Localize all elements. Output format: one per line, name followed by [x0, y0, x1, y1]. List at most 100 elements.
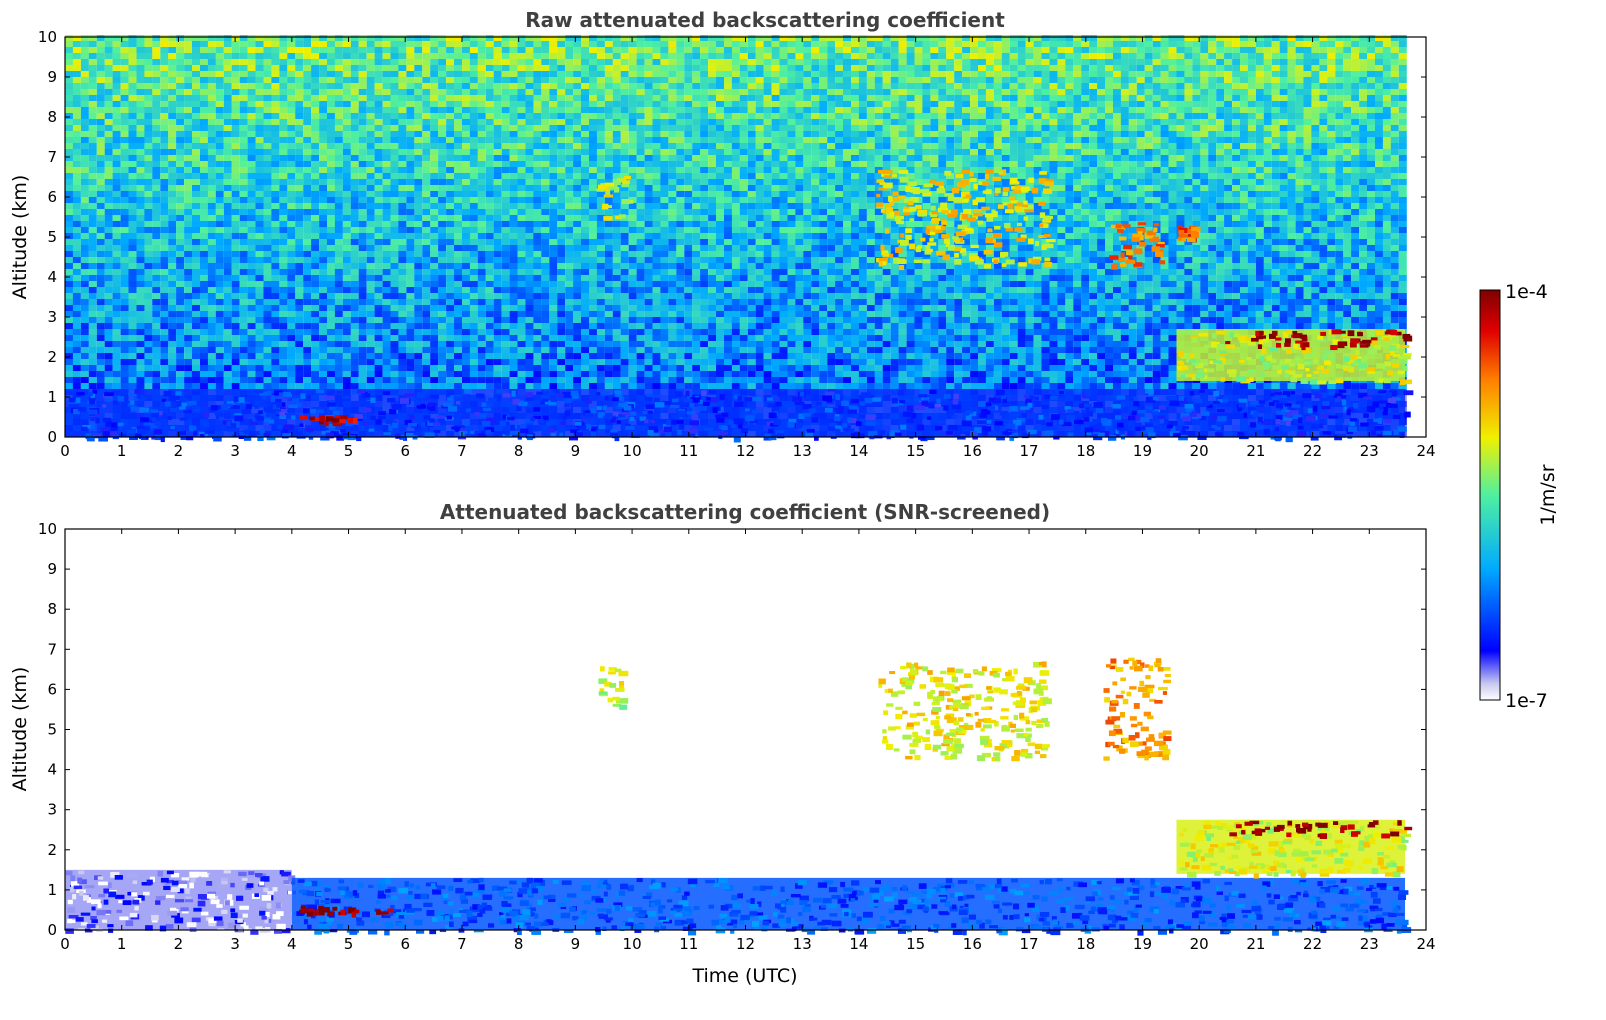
noise-cell — [636, 293, 645, 299]
noise-cell — [1390, 299, 1399, 305]
noise-cell — [763, 335, 772, 341]
noise-cell — [525, 323, 534, 329]
noise-cell — [422, 281, 431, 287]
noise-cell — [1009, 311, 1018, 317]
noise-cell — [1200, 299, 1209, 305]
noise-cell — [692, 383, 701, 389]
noise-cell — [779, 281, 788, 287]
noise-cell — [1160, 275, 1169, 281]
noise-cell — [1200, 293, 1209, 299]
noise-cell — [422, 257, 431, 263]
noise-cell — [374, 323, 383, 329]
noise-cell — [724, 371, 732, 377]
noise-cell — [1224, 299, 1233, 305]
noise-cell — [327, 269, 335, 275]
noise-cell — [1351, 383, 1360, 389]
noise-cell — [1025, 281, 1034, 287]
noise-cell — [422, 311, 431, 317]
noise-cell — [922, 341, 931, 347]
noise-cell — [596, 371, 605, 377]
noise-cell — [1152, 341, 1161, 347]
noise-cell — [374, 287, 383, 293]
noise-cell — [160, 275, 169, 281]
noise-cell — [1113, 365, 1121, 371]
noise-cell — [239, 275, 248, 281]
noise-cell — [462, 329, 470, 335]
noise-cell — [874, 347, 883, 353]
noise-cell — [247, 293, 256, 299]
noise-cell — [533, 287, 542, 293]
noise-cell — [1009, 281, 1018, 287]
noise-cell — [414, 269, 423, 275]
noise-cell — [731, 281, 740, 287]
noise-cell — [1192, 281, 1201, 287]
noise-cell — [406, 365, 415, 371]
noise-cell — [573, 377, 582, 383]
noise-cell — [382, 269, 391, 275]
noise-cell — [72, 365, 81, 371]
noise-cell — [1176, 269, 1185, 275]
noise-cell — [676, 383, 685, 389]
noise-cell — [819, 281, 828, 287]
noise-cell — [1232, 383, 1241, 389]
noise-cell — [954, 359, 963, 365]
noise-cell — [819, 263, 828, 269]
noise-cell — [700, 335, 709, 341]
noise-cell — [462, 371, 470, 377]
noise-cell — [1176, 275, 1185, 281]
noise-cell — [858, 269, 867, 275]
noise-cell — [882, 305, 891, 311]
noise-cell — [430, 269, 439, 275]
noise-cell — [1097, 377, 1106, 383]
noise-cell — [295, 287, 304, 293]
noise-cell — [827, 311, 836, 317]
noise-cell — [1390, 311, 1399, 317]
noise-cell — [1303, 281, 1312, 287]
noise-cell — [1295, 287, 1304, 293]
noise-cell — [327, 347, 335, 353]
noise-cell — [1001, 299, 1010, 305]
noise-cell — [493, 377, 502, 383]
noise-cell — [350, 305, 359, 311]
noise-cell — [303, 275, 312, 281]
noise-cell — [247, 365, 256, 371]
noise-cell — [930, 287, 939, 293]
noise-cell — [358, 293, 367, 299]
noise-cell — [350, 353, 359, 359]
noise-cell — [1041, 293, 1050, 299]
noise-cell — [1367, 299, 1375, 305]
noise-cell — [1113, 323, 1121, 329]
noise-cell — [1009, 299, 1018, 305]
noise-cell — [1065, 353, 1074, 359]
noise-cell — [1081, 287, 1090, 293]
noise-cell — [858, 317, 867, 323]
noise-cell — [1359, 383, 1368, 389]
noise-cell — [334, 293, 343, 299]
noise-cell — [1152, 335, 1161, 341]
noise-cell — [731, 377, 740, 383]
noise-cell — [350, 293, 359, 299]
noise-cell — [589, 353, 597, 359]
noise-cell — [501, 359, 510, 365]
noise-cell — [1390, 317, 1399, 323]
noise-cell — [1065, 341, 1074, 347]
noise-cell — [120, 329, 129, 335]
noise-cell — [390, 293, 399, 299]
noise-cell — [716, 341, 724, 347]
noise-cell — [454, 347, 462, 353]
noise-cell — [1041, 347, 1050, 353]
noise-cell — [1049, 263, 1058, 269]
noise-cell — [469, 353, 478, 359]
noise-cell — [890, 377, 899, 383]
noise-cell — [509, 311, 518, 317]
noise-cell — [843, 299, 851, 305]
noise-cell — [144, 335, 153, 341]
noise-cell — [795, 383, 804, 389]
noise-cell — [80, 383, 89, 389]
noise-cell — [382, 359, 391, 365]
noise-cell — [152, 347, 161, 353]
noise-cell — [263, 317, 272, 323]
noise-cell — [1113, 329, 1121, 335]
noise-cell — [1009, 305, 1018, 311]
noise-cell — [382, 311, 391, 317]
